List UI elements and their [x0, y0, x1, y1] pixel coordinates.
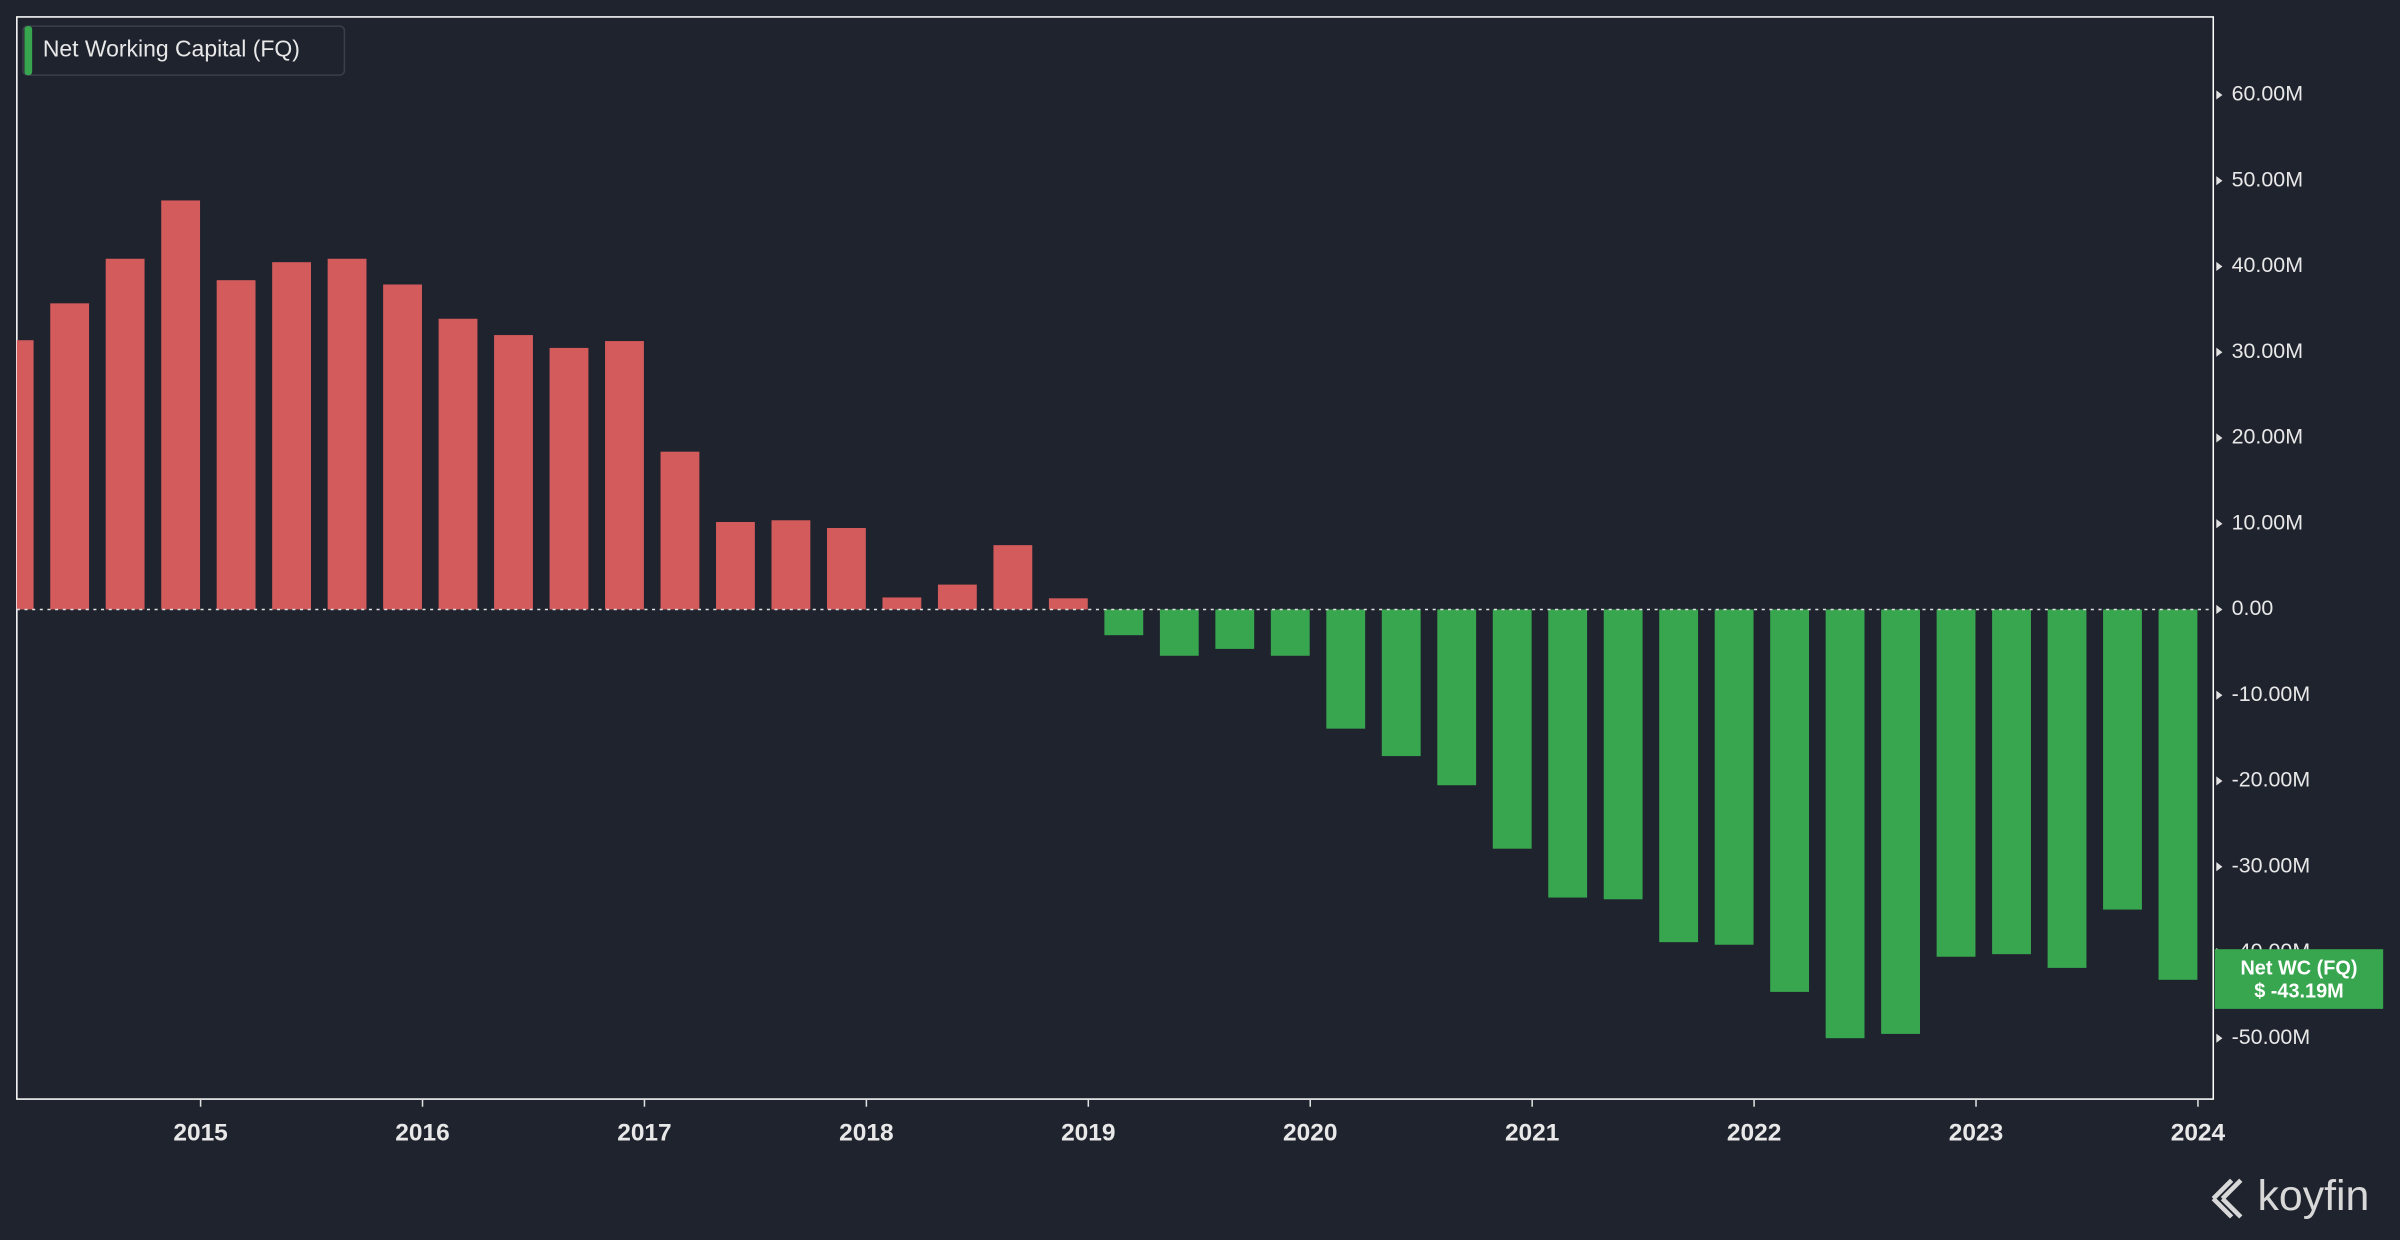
- y-tick-mark: [2216, 433, 2223, 443]
- bar: [993, 545, 1033, 610]
- x-tick-label: 2018: [839, 1120, 893, 1147]
- y-tick-label: -30.00M: [2232, 853, 2311, 877]
- bar: [327, 258, 367, 610]
- bar: [882, 597, 922, 610]
- bar: [1215, 609, 1255, 649]
- x-tick-label: 2020: [1283, 1120, 1337, 1147]
- y-tick-label: 50.00M: [2232, 167, 2303, 191]
- y-tick-mark: [2216, 347, 2223, 357]
- bar: [1104, 609, 1144, 636]
- bar: [494, 335, 533, 610]
- bar: [1048, 598, 1088, 610]
- legend-swatch: [24, 26, 33, 76]
- bar: [826, 527, 866, 610]
- y-tick-label: 60.00M: [2232, 82, 2303, 106]
- bar: [272, 262, 312, 610]
- x-tick-label: 2015: [173, 1120, 227, 1147]
- x-tick-label: 2019: [1061, 1120, 1115, 1147]
- bar: [2158, 609, 2198, 980]
- bar: [216, 280, 256, 610]
- bar: [50, 303, 90, 610]
- bar: [1381, 609, 1421, 757]
- y-tick-mark: [2216, 90, 2223, 100]
- bar: [605, 341, 644, 610]
- bar: [1881, 609, 1920, 1034]
- bar: [1714, 609, 1754, 945]
- bar: [660, 451, 700, 610]
- x-tick-label: 2021: [1505, 1120, 1559, 1147]
- bar: [716, 521, 755, 610]
- y-tick-mark: [2216, 690, 2223, 700]
- bar: [383, 284, 422, 610]
- bar: [1437, 609, 1477, 786]
- bar: [937, 584, 977, 610]
- bar: [771, 520, 811, 610]
- x-tick-label: 2024: [2171, 1120, 2226, 1147]
- bar: [438, 318, 478, 610]
- bar: [1159, 609, 1199, 656]
- y-tick-label: -20.00M: [2232, 768, 2311, 792]
- bar: [1326, 609, 1366, 729]
- y-tick-mark: [2216, 604, 2223, 615]
- last-value-label: $ -43.19M: [2254, 980, 2344, 1002]
- last-value-name: Net WC (FQ): [2240, 957, 2357, 979]
- x-tick-label: 2016: [395, 1120, 449, 1147]
- y-tick-mark: [2216, 519, 2223, 529]
- y-tick-label: -10.00M: [2232, 682, 2311, 706]
- watermark: koyfin: [2257, 1172, 2369, 1220]
- bar: [1270, 609, 1310, 656]
- bar: [1548, 609, 1588, 898]
- logo-mark: [2211, 1178, 2243, 1219]
- bar: [1770, 609, 1810, 992]
- y-tick-label: 40.00M: [2232, 253, 2303, 277]
- bar: [1492, 609, 1532, 849]
- legend-label: Net Working Capital (FQ): [43, 36, 300, 62]
- x-tick-label: 2023: [1949, 1120, 2003, 1147]
- last-value-badge: [2214, 949, 2384, 1009]
- bar: [161, 200, 201, 610]
- bar: [1659, 609, 1699, 943]
- legend-box: [22, 25, 346, 76]
- bar: [1992, 609, 2031, 955]
- y-tick-label: -50.00M: [2232, 1025, 2311, 1049]
- bar: [105, 258, 145, 610]
- y-tick-mark: [2216, 176, 2223, 186]
- bar: [2047, 609, 2087, 968]
- x-tick-label: 2022: [1727, 1120, 1781, 1147]
- y-tick-label: 30.00M: [2232, 339, 2303, 363]
- bar: [1936, 609, 1976, 957]
- y-tick-label: 10.00M: [2232, 510, 2303, 534]
- bar: [2103, 609, 2142, 910]
- y-tick-mark: [2216, 862, 2223, 872]
- bar: [1603, 609, 1643, 900]
- y-tick-label: 20.00M: [2232, 425, 2303, 449]
- bars: [16, 200, 2198, 1039]
- y-tick-mark: [2216, 1033, 2223, 1043]
- legend: Net Working Capital (FQ): [22, 25, 346, 76]
- y-tick-label: 0.00: [2232, 596, 2274, 620]
- bar: [1825, 609, 1865, 1039]
- x-tick-label: 2017: [617, 1120, 671, 1147]
- y-tick-mark: [2216, 261, 2223, 272]
- bar: [549, 347, 589, 610]
- bar: [16, 340, 34, 610]
- y-tick-mark: [2216, 776, 2223, 786]
